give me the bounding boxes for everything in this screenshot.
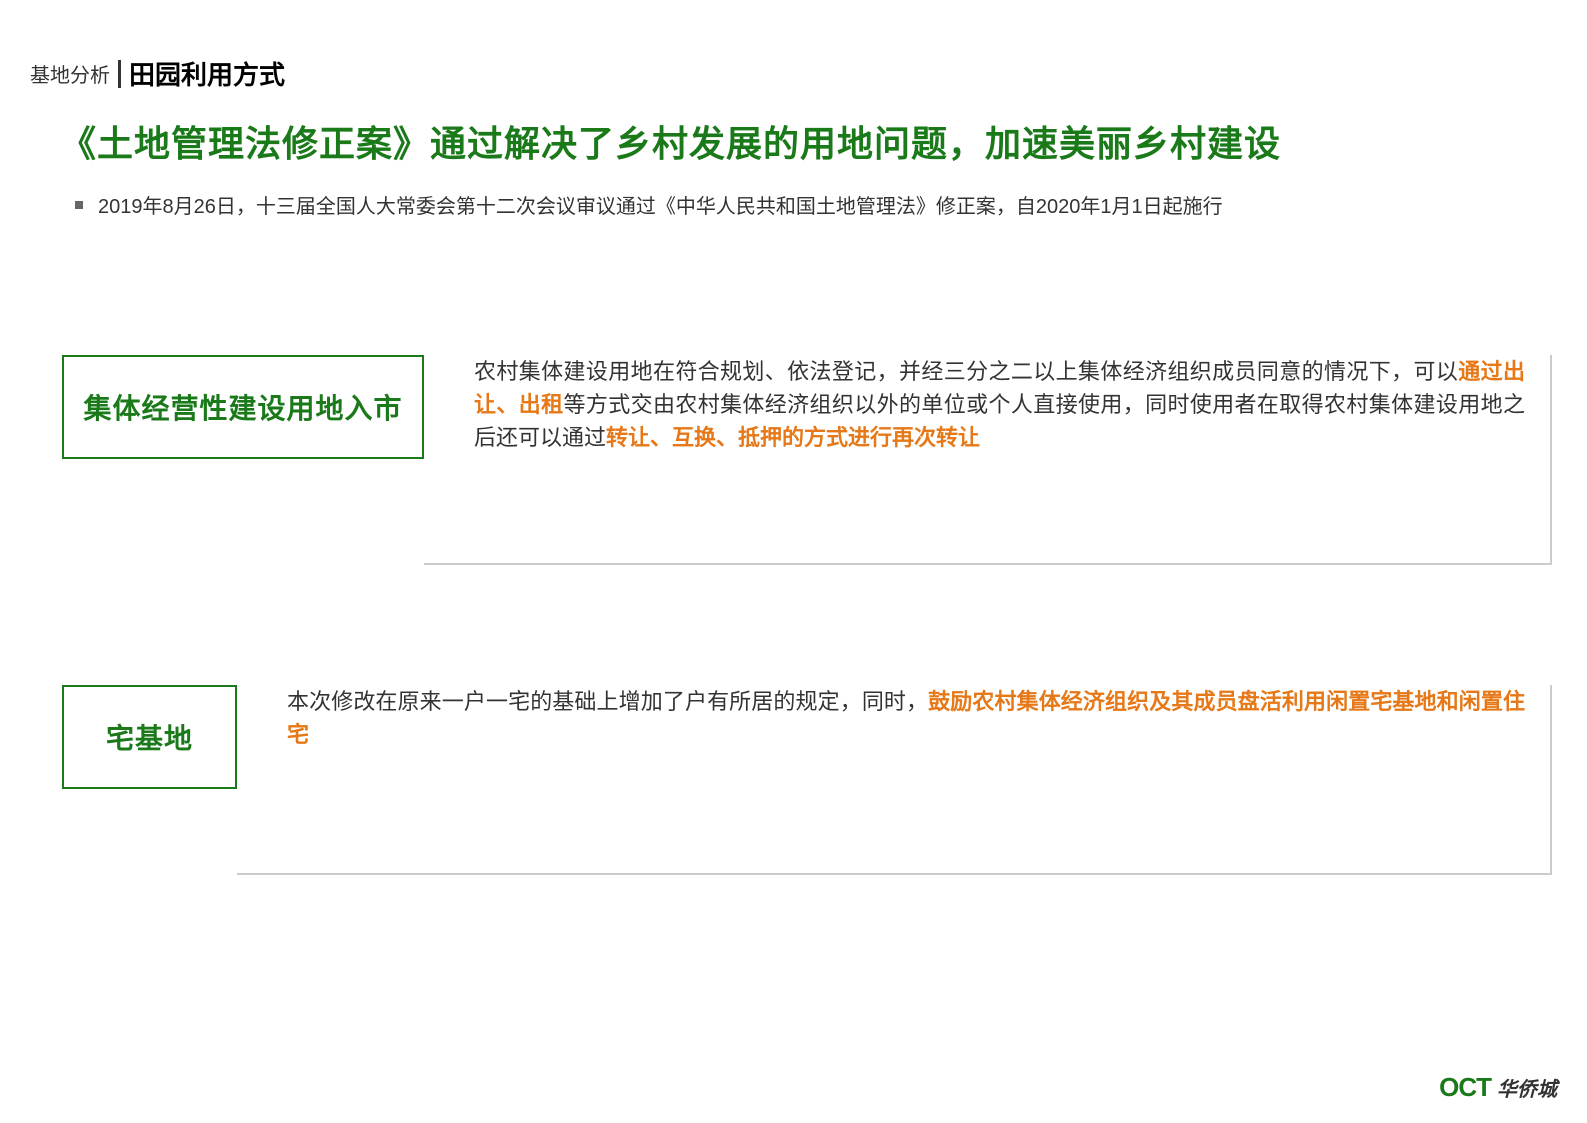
brand-logo: OCT 华侨城 — [1439, 1072, 1557, 1103]
section-label-box: 集体经营性建设用地入市 — [62, 355, 424, 459]
header-prefix: 基地分析 — [30, 59, 110, 88]
header-title: 田园利用方式 — [129, 55, 285, 92]
section-description-container: 本次修改在原来一户一宅的基础上增加了户有所居的规定，同时，鼓励农村集体经济组织及… — [237, 685, 1552, 875]
section-description: 农村集体建设用地在符合规划、依法登记，并经三分之二以上集体经济组织成员同意的情况… — [474, 355, 1525, 454]
bullet-icon — [75, 201, 83, 209]
bullet-text: 2019年8月26日，十三届全国人大常委会第十二次会议审议通过《中华人民共和国土… — [98, 190, 1223, 219]
section-collective-land: 集体经营性建设用地入市 农村集体建设用地在符合规划、依法登记，并经三分之二以上集… — [62, 355, 1552, 565]
section-description-container: 农村集体建设用地在符合规划、依法登记，并经三分之二以上集体经济组织成员同意的情况… — [424, 355, 1552, 565]
header-divider — [118, 60, 121, 88]
section-label: 集体经营性建设用地入市 — [82, 387, 404, 427]
section-label-box: 宅基地 — [62, 685, 237, 789]
section-description: 本次修改在原来一户一宅的基础上增加了户有所居的规定，同时，鼓励农村集体经济组织及… — [287, 685, 1525, 751]
logo-en: OCT — [1439, 1072, 1491, 1103]
logo-cn: 华侨城 — [1497, 1073, 1557, 1102]
section-homestead: 宅基地 本次修改在原来一户一宅的基础上增加了户有所居的规定，同时，鼓励农村集体经… — [62, 685, 1552, 875]
slide-header: 基地分析 田园利用方式 — [30, 55, 285, 92]
main-heading: 《土地管理法修正案》通过解决了乡村发展的用地问题，加速美丽乡村建设 — [60, 115, 1281, 167]
section-label: 宅基地 — [82, 717, 217, 757]
bullet-row: 2019年8月26日，十三届全国人大常委会第十二次会议审议通过《中华人民共和国土… — [75, 190, 1223, 219]
